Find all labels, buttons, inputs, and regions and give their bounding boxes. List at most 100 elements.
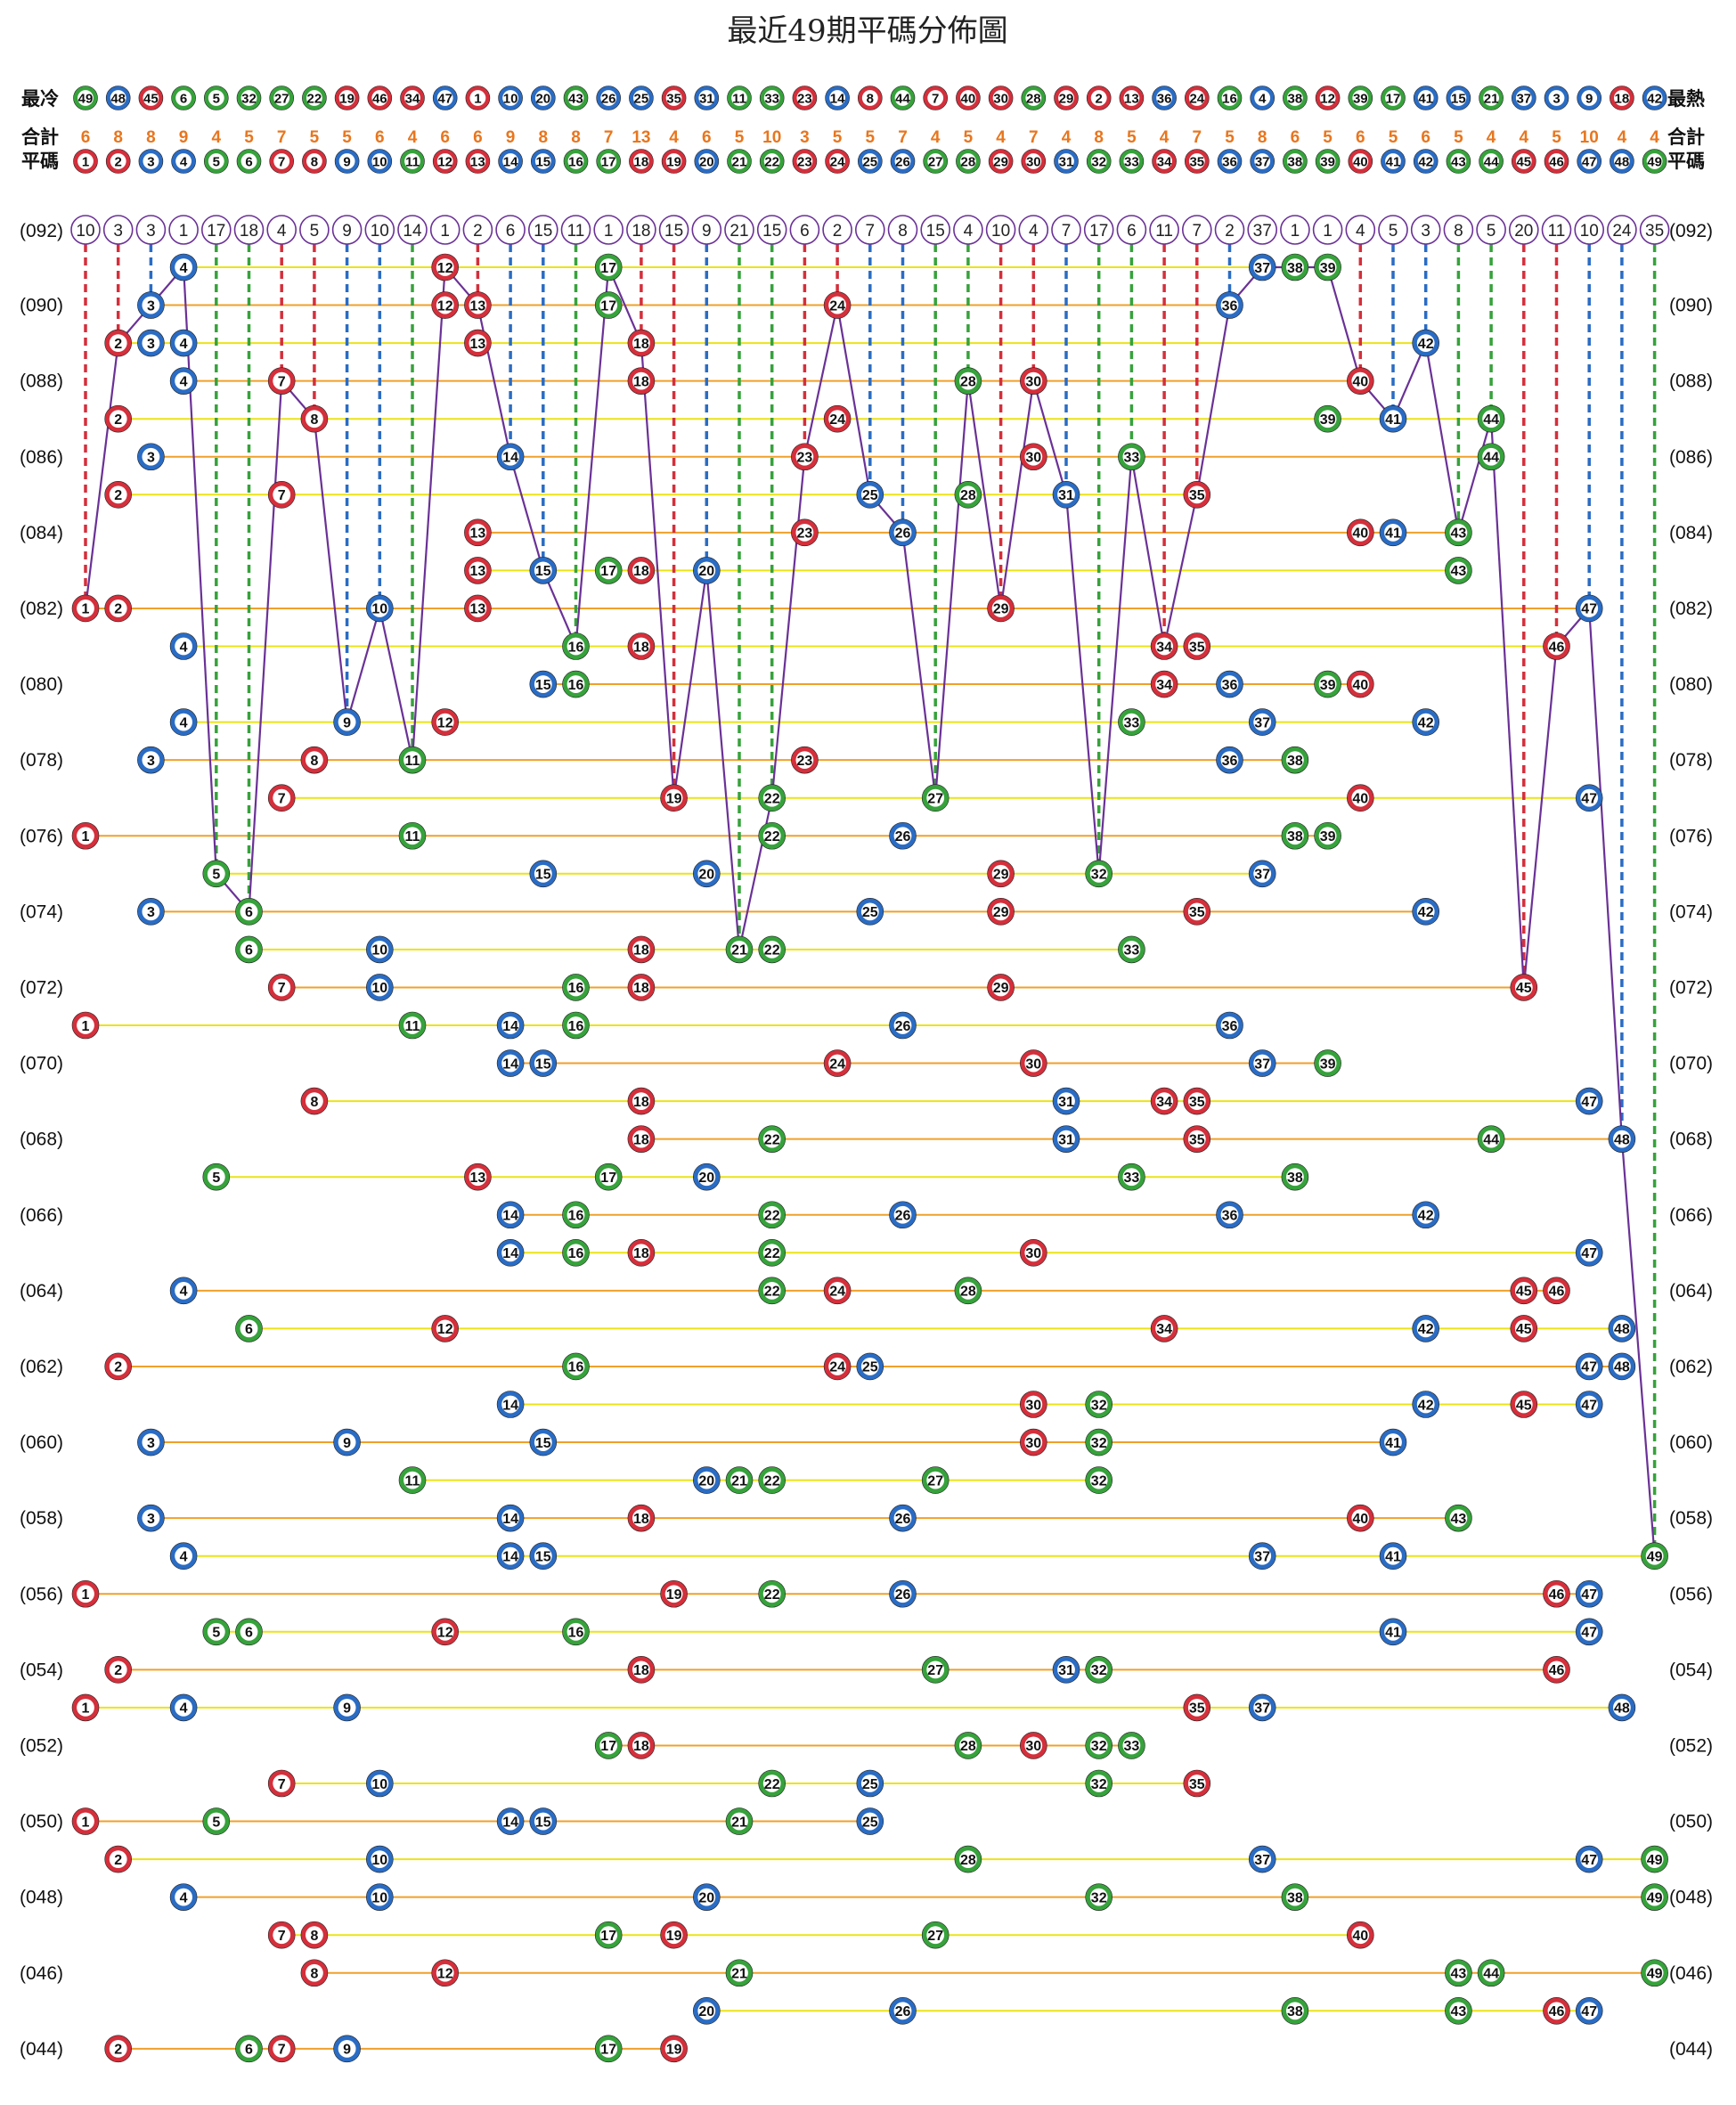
ball-number: 40 [1352, 374, 1368, 389]
row-label-left: (082) [20, 599, 63, 619]
ball-number: 35 [1189, 905, 1205, 920]
gap-value: 11 [567, 222, 585, 241]
row-label-left: (046) [20, 1963, 63, 1984]
ball-number: 23 [797, 91, 812, 106]
coldest-rank-ball: 11 [727, 86, 752, 110]
draw-ball: 24 [823, 1352, 852, 1381]
ball-number: 15 [535, 1436, 551, 1451]
ball-number: 6 [245, 154, 252, 169]
trace-segment [640, 343, 675, 798]
draw-ball: 17 [594, 1921, 623, 1949]
trace-segment [1097, 456, 1133, 874]
draw-ball: 13 [464, 518, 492, 547]
draw-ball: 35 [1183, 1693, 1211, 1722]
total-count: 6 [440, 128, 450, 147]
draw-ball: 40 [1347, 1921, 1374, 1949]
ball-number: 27 [928, 154, 943, 169]
ball-number: 33 [1124, 1171, 1140, 1186]
ball-number: 28 [960, 374, 976, 389]
draw-ball: 16 [562, 632, 590, 660]
ball-number: 30 [1025, 1436, 1041, 1451]
draw-ball: 18 [627, 1732, 656, 1759]
row-label-left: (072) [20, 977, 63, 998]
draw-ball: 38 [1281, 1883, 1309, 1911]
draw-ball: 23 [791, 746, 819, 774]
number-header-ball: 4 [171, 149, 196, 174]
draw-ball: 22 [758, 1466, 786, 1494]
row-label-right: (048) [1669, 1888, 1713, 1908]
ball-number: 20 [698, 1473, 714, 1489]
ball-number: 42 [1647, 91, 1662, 106]
draw-ball: 10 [365, 974, 394, 1001]
ball-number: 24 [829, 1360, 845, 1375]
coldest-rank-ball: 37 [1512, 86, 1536, 110]
ball-number: 17 [600, 1739, 616, 1754]
ball-number: 37 [1254, 1057, 1270, 1072]
ball-number: 26 [895, 1587, 911, 1603]
ball-number: 36 [1157, 91, 1172, 106]
ball-number: 35 [1189, 488, 1205, 503]
draw-ball: 25 [856, 1352, 884, 1381]
trace-segment [313, 419, 348, 722]
ball-number: 28 [960, 1853, 976, 1868]
ball-number: 41 [1386, 154, 1401, 169]
draw-ball: 33 [1118, 443, 1145, 471]
coldest-rank-ball: 35 [661, 86, 687, 110]
ball-number: 21 [731, 1815, 747, 1830]
number-header-ball: 26 [890, 149, 916, 174]
row-label-right: (068) [1669, 1130, 1713, 1150]
ball-number: 46 [1549, 154, 1564, 169]
current-row-label-right: (092) [1669, 221, 1713, 241]
ball-number: 27 [927, 1473, 943, 1489]
draw-ball: 36 [1216, 1201, 1243, 1229]
ball-number: 10 [371, 602, 387, 617]
draw-ball: 4 [169, 1277, 198, 1305]
ball-number: 43 [1451, 526, 1467, 542]
trace-segment [1195, 305, 1231, 495]
gap-value: 5 [1389, 222, 1398, 241]
gap-value: 7 [1062, 222, 1072, 241]
draw-ball: 2 [104, 594, 132, 623]
draw-ball: 41 [1379, 518, 1407, 547]
total-count: 4 [931, 128, 941, 147]
draw-ball: 26 [889, 1504, 917, 1532]
draw-ball: 3 [137, 329, 165, 357]
ball-number: 5 [213, 91, 220, 106]
label-total-left: 合計 [21, 126, 59, 148]
ball-number: 41 [1385, 412, 1401, 428]
draw-ball: 21 [725, 1466, 754, 1494]
ball-number: 8 [310, 1095, 318, 1110]
ball-number: 22 [764, 1777, 780, 1792]
ball-number: 45 [1516, 1322, 1532, 1337]
coldest-rank-ball: 10 [498, 86, 523, 110]
ball-number: 7 [932, 91, 939, 106]
row-label-left: (084) [20, 523, 63, 543]
ball-number: 7 [278, 1777, 286, 1792]
ball-number: 3 [147, 1512, 155, 1527]
coldest-rank-ball: 16 [1217, 86, 1243, 110]
draw-ball: 20 [692, 1163, 721, 1191]
ball-number: 11 [732, 91, 746, 106]
number-header-ball: 35 [1185, 149, 1210, 174]
coldest-rank-ball: 24 [1185, 86, 1210, 110]
draw-ball: 27 [921, 1656, 950, 1684]
draw-ball: 13 [464, 329, 492, 357]
draw-ball: 31 [1052, 480, 1080, 509]
ball-number: 9 [1585, 91, 1593, 106]
row-label-right: (056) [1669, 1584, 1713, 1604]
ball-number: 26 [895, 1512, 911, 1527]
ball-number: 31 [1058, 488, 1074, 503]
ball-number: 31 [1059, 154, 1074, 169]
ball-number: 39 [1320, 261, 1336, 276]
ball-number: 15 [535, 1057, 551, 1072]
draw-ball: 1 [71, 594, 100, 623]
draw-ball: 43 [1445, 1959, 1472, 1987]
gap-value: 1 [179, 222, 189, 241]
balls: 4 12 17 37 38 393 12 13 17 24 362 3 4 13 18 424 7 18 28 30 4… [71, 253, 1668, 2063]
draw-ball: 39 [1314, 404, 1341, 433]
draw-ball: 18 [627, 1239, 656, 1267]
ball-number: 11 [405, 829, 420, 844]
total-count: 10 [762, 128, 781, 147]
current-gap-circle: 1 [168, 215, 199, 245]
draw-ball: 7 [267, 1921, 296, 1949]
